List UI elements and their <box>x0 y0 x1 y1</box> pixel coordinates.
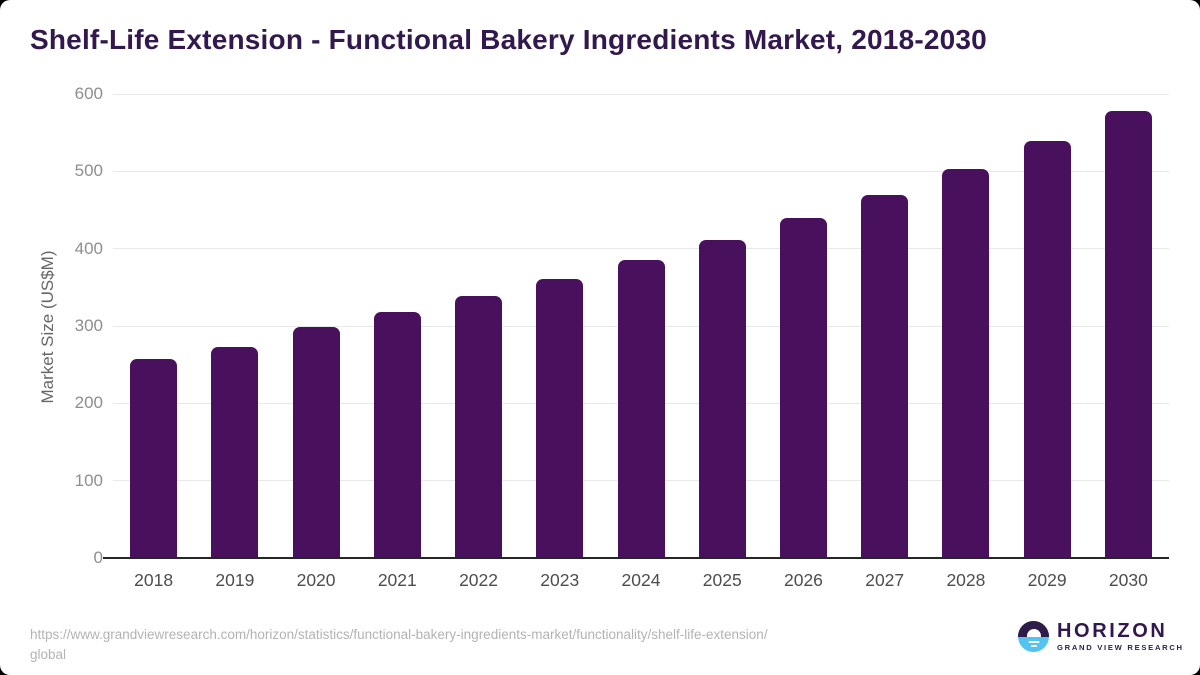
y-tick-label-600: 600 <box>74 84 103 103</box>
logo-horizon-line-icon <box>1028 640 1039 643</box>
bar-2027 <box>861 194 909 558</box>
logo-horizon-line2-icon <box>1030 644 1037 647</box>
bar-2030 <box>1104 111 1152 558</box>
y-tick-label-500: 500 <box>74 161 103 181</box>
bar-2023 <box>536 278 584 558</box>
bar-2028 <box>942 169 990 558</box>
x-tick-label-2022: 2022 <box>459 570 498 590</box>
y-tick-label-100: 100 <box>74 470 103 490</box>
x-tick-label-2023: 2023 <box>540 570 580 590</box>
x-axis-line <box>103 557 1169 559</box>
horizon-logo-icon <box>1018 621 1049 652</box>
source-url: https://www.grandviewresearch.com/horizo… <box>30 625 930 665</box>
y-tick-label-200: 200 <box>74 393 103 413</box>
bar-2021 <box>373 312 421 558</box>
gridline-500 <box>113 170 1169 172</box>
horizon-logo: HORIZON GRAND VIEW RESEARCH <box>1018 621 1184 652</box>
bar-2025 <box>698 240 746 558</box>
logo-subbrand: GRAND VIEW RESEARCH <box>1057 643 1184 652</box>
bar-2020 <box>292 326 340 558</box>
x-tick-label-2018: 2018 <box>134 570 174 590</box>
bar-2019 <box>211 346 259 558</box>
x-tick-label-2026: 2026 <box>783 570 823 590</box>
logo-sun-icon <box>1026 629 1041 637</box>
x-tick-label-2020: 2020 <box>296 570 336 590</box>
gridline-600 <box>113 93 1169 95</box>
bar-2018 <box>130 359 178 558</box>
x-tick-label-2027: 2027 <box>865 570 905 590</box>
x-tick-label-2028: 2028 <box>946 570 986 590</box>
x-tick-label-2021: 2021 <box>377 570 417 590</box>
logo-sky-half <box>1018 621 1049 637</box>
bar-2026 <box>779 217 827 558</box>
x-tick-label-2019: 2019 <box>215 570 255 590</box>
chart-title: Shelf-Life Extension - Functional Bakery… <box>30 24 987 55</box>
y-tick-label-0: 0 <box>93 548 103 567</box>
x-tick-label-2029: 2029 <box>1027 570 1067 590</box>
source-url-line1: https://www.grandviewresearch.com/horizo… <box>30 627 768 642</box>
x-tick-label-2024: 2024 <box>621 570 661 590</box>
bar-2022 <box>455 295 503 558</box>
x-tick-label-2030: 2030 <box>1108 570 1148 590</box>
x-tick-label-2025: 2025 <box>702 570 742 590</box>
bar-2024 <box>617 259 665 558</box>
gridline-400 <box>113 248 1169 250</box>
y-tick-label-400: 400 <box>74 238 103 258</box>
logo-brand: HORIZON <box>1057 620 1168 642</box>
logo-text: HORIZON GRAND VIEW RESEARCH <box>1057 621 1184 652</box>
plot-area <box>103 93 1169 559</box>
source-url-line2: global <box>30 647 67 662</box>
y-tick-label-300: 300 <box>74 316 103 335</box>
bar-2029 <box>1023 141 1071 558</box>
